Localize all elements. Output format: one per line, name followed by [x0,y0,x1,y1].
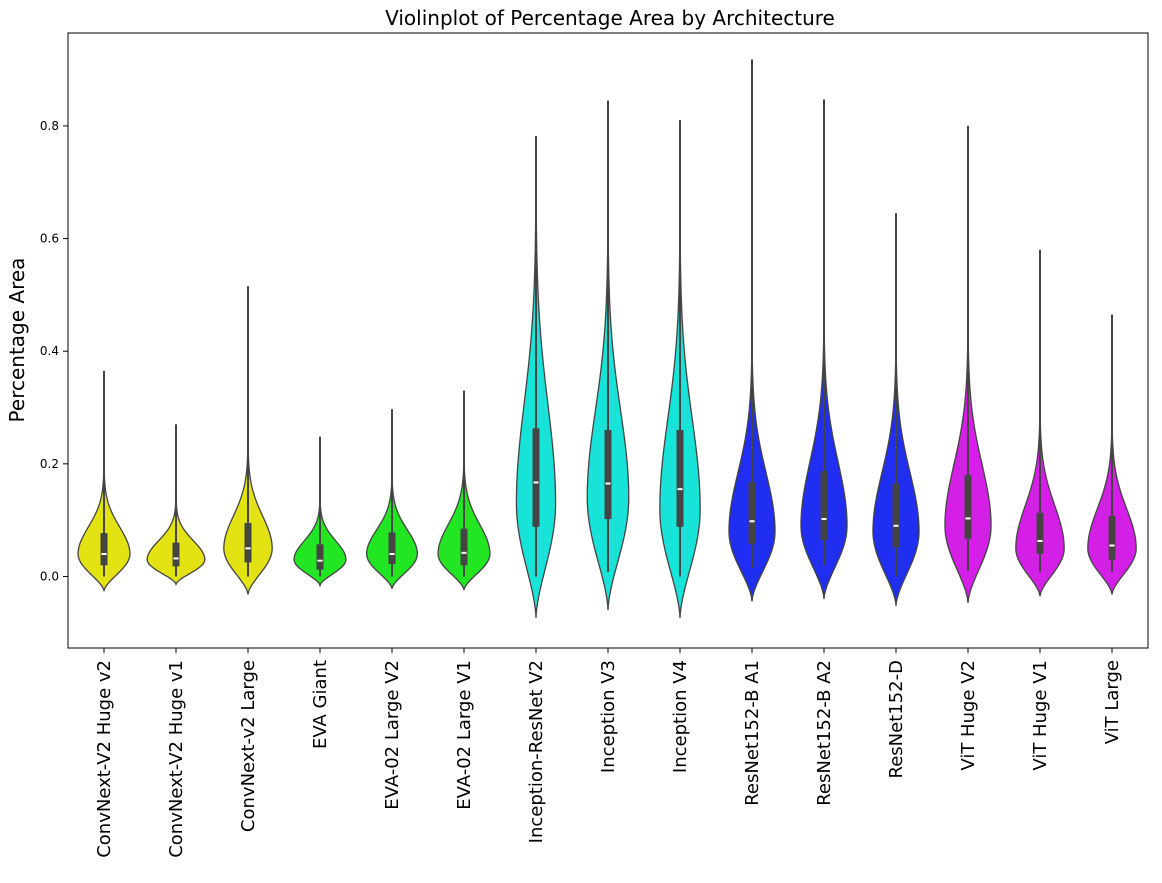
violin-group [659,120,701,619]
x-tick-label: EVA-02 Large V1 [454,660,475,810]
violin-group [293,436,347,588]
y-tick-label: 0.8 [40,119,59,133]
violin-group [223,286,273,595]
x-tick-label: ConvNext-v2 Large [238,660,259,832]
x-tick-label: Inception V4 [670,660,691,773]
violin-iqr-box [460,528,468,566]
violin-iqr-box [244,522,252,563]
violin-group [515,136,557,619]
violin-group [728,59,776,602]
x-axis: ConvNext-V2 Huge v2 ConvNext-V2 Huge v1 Co… [94,648,1123,858]
y-axis-label: Percentage Area [5,258,29,423]
x-tick-label: Inception-ResNet V2 [526,660,547,843]
violin-iqr-box [388,532,396,565]
violin-group [437,390,491,591]
y-tick-label: 0.0 [40,569,59,583]
violin-iqr-box [892,483,900,548]
violin-iqr-box [532,428,540,527]
violin-iqr-box [820,471,828,540]
violin-group [586,100,630,611]
violin-iqr-box [676,430,684,527]
x-tick-label: EVA Giant [310,660,331,749]
violin-iqr-box [964,475,972,539]
x-tick-label: ViT Huge V2 [958,660,979,771]
y-tick-label: 0.4 [40,344,59,358]
x-tick-label: EVA-02 Large V2 [382,660,403,810]
plot-area [77,59,1137,619]
violin-group [77,370,131,592]
y-tick-label: 0.2 [40,457,59,471]
x-tick-label: Inception V3 [598,660,619,773]
x-tick-label: ConvNext-V2 Huge v1 [166,660,187,858]
violin-iqr-box [100,533,108,566]
x-tick-label: ViT Large [1102,660,1123,744]
violin-group [1015,249,1065,597]
x-tick-label: ResNet152-B A1 [742,660,763,806]
violin-group [146,424,206,587]
x-tick-label: ResNet152-B A2 [814,660,835,806]
y-tick-label: 0.6 [40,232,59,246]
violin-iqr-box [604,430,612,520]
violin-iqr-box [748,482,756,544]
violin-group [366,409,418,590]
violin-iqr-box [316,544,324,570]
violin-group [800,99,848,600]
violin-group [1087,314,1137,595]
x-tick-label: ResNet152-D [886,660,907,778]
x-tick-label: ViT Huge V1 [1030,660,1051,771]
violin-group [944,125,992,604]
chart-title: Violinplot of Percentage Area by Archite… [385,6,835,30]
x-tick-label: ConvNext-V2 Huge v2 [94,660,115,858]
violin-iqr-box [1036,512,1044,554]
violin-iqr-box [1108,516,1116,560]
violin-iqr-box [172,542,180,567]
violin-group [872,213,920,606]
y-axis: 0.0 0.2 0.4 0.6 0.8 [40,119,68,583]
